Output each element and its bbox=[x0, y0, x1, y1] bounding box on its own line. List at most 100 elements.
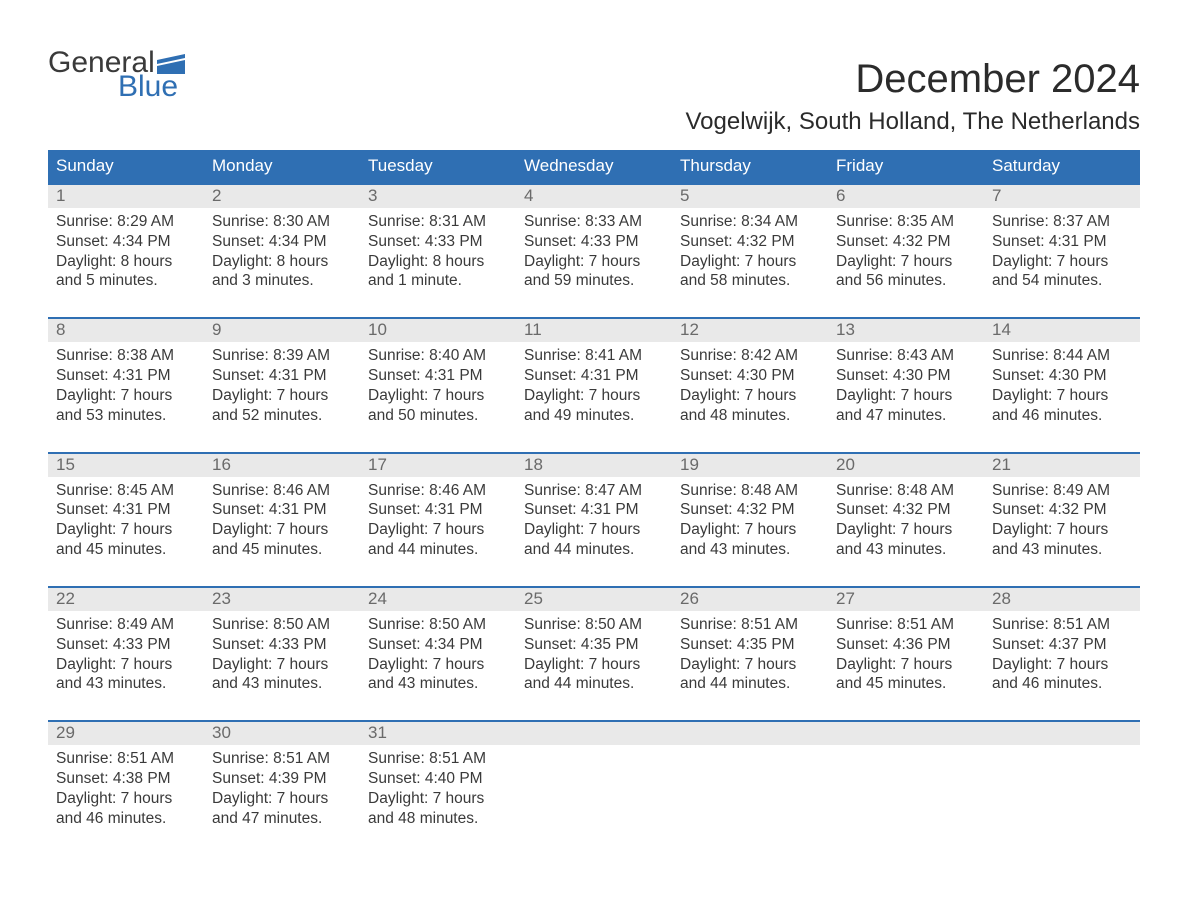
logo-text-blue: Blue bbox=[118, 72, 178, 102]
day-number: 14 bbox=[984, 319, 1140, 342]
day-number: 15 bbox=[48, 454, 204, 477]
day-cell: Sunrise: 8:48 AMSunset: 4:32 PMDaylight:… bbox=[828, 477, 984, 564]
day-cell: Sunrise: 8:38 AMSunset: 4:31 PMDaylight:… bbox=[48, 342, 204, 429]
sunrise-line: Sunrise: 8:50 AM bbox=[368, 615, 508, 635]
day-cell bbox=[828, 745, 984, 832]
day-cell: Sunrise: 8:35 AMSunset: 4:32 PMDaylight:… bbox=[828, 208, 984, 295]
day-header: Sunday bbox=[48, 150, 204, 183]
sunrise-line: Sunrise: 8:49 AM bbox=[992, 481, 1132, 501]
day-number: 27 bbox=[828, 588, 984, 611]
day-number: 3 bbox=[360, 185, 516, 208]
day-header: Tuesday bbox=[360, 150, 516, 183]
sunrise-line: Sunrise: 8:51 AM bbox=[836, 615, 976, 635]
day-cell: Sunrise: 8:51 AMSunset: 4:40 PMDaylight:… bbox=[360, 745, 516, 832]
sunset-line: Sunset: 4:32 PM bbox=[992, 500, 1132, 520]
sunrise-line: Sunrise: 8:39 AM bbox=[212, 346, 352, 366]
day-number: 4 bbox=[516, 185, 672, 208]
day-number bbox=[984, 722, 1140, 745]
day-cell: Sunrise: 8:50 AMSunset: 4:35 PMDaylight:… bbox=[516, 611, 672, 698]
sunrise-line: Sunrise: 8:38 AM bbox=[56, 346, 196, 366]
daylight-line: Daylight: 7 hours and 43 minutes. bbox=[992, 520, 1132, 560]
sunrise-line: Sunrise: 8:30 AM bbox=[212, 212, 352, 232]
sunrise-line: Sunrise: 8:46 AM bbox=[368, 481, 508, 501]
sunset-line: Sunset: 4:32 PM bbox=[836, 500, 976, 520]
day-cell: Sunrise: 8:45 AMSunset: 4:31 PMDaylight:… bbox=[48, 477, 204, 564]
day-cell: Sunrise: 8:43 AMSunset: 4:30 PMDaylight:… bbox=[828, 342, 984, 429]
sunset-line: Sunset: 4:32 PM bbox=[680, 500, 820, 520]
day-number: 25 bbox=[516, 588, 672, 611]
day-number: 7 bbox=[984, 185, 1140, 208]
day-number: 31 bbox=[360, 722, 516, 745]
daylight-line: Daylight: 7 hours and 48 minutes. bbox=[368, 789, 508, 829]
sunset-line: Sunset: 4:33 PM bbox=[368, 232, 508, 252]
day-number bbox=[516, 722, 672, 745]
daylight-line: Daylight: 7 hours and 43 minutes. bbox=[680, 520, 820, 560]
daylight-line: Daylight: 7 hours and 56 minutes. bbox=[836, 252, 976, 292]
day-number: 1 bbox=[48, 185, 204, 208]
day-number: 16 bbox=[204, 454, 360, 477]
sunrise-line: Sunrise: 8:51 AM bbox=[212, 749, 352, 769]
sunset-line: Sunset: 4:31 PM bbox=[56, 500, 196, 520]
day-number: 28 bbox=[984, 588, 1140, 611]
sunrise-line: Sunrise: 8:46 AM bbox=[212, 481, 352, 501]
day-cell: Sunrise: 8:33 AMSunset: 4:33 PMDaylight:… bbox=[516, 208, 672, 295]
daylight-line: Daylight: 7 hours and 58 minutes. bbox=[680, 252, 820, 292]
daylight-line: Daylight: 8 hours and 3 minutes. bbox=[212, 252, 352, 292]
daylight-line: Daylight: 7 hours and 47 minutes. bbox=[836, 386, 976, 426]
day-number: 21 bbox=[984, 454, 1140, 477]
day-header: Thursday bbox=[672, 150, 828, 183]
sunset-line: Sunset: 4:34 PM bbox=[212, 232, 352, 252]
daynum-row: 15161718192021 bbox=[48, 454, 1140, 477]
day-cell: Sunrise: 8:51 AMSunset: 4:36 PMDaylight:… bbox=[828, 611, 984, 698]
sunset-line: Sunset: 4:31 PM bbox=[524, 366, 664, 386]
logo: General Blue bbox=[48, 48, 185, 102]
day-cell: Sunrise: 8:46 AMSunset: 4:31 PMDaylight:… bbox=[360, 477, 516, 564]
sunrise-line: Sunrise: 8:45 AM bbox=[56, 481, 196, 501]
daylight-line: Daylight: 7 hours and 46 minutes. bbox=[56, 789, 196, 829]
daylight-line: Daylight: 7 hours and 52 minutes. bbox=[212, 386, 352, 426]
day-header: Wednesday bbox=[516, 150, 672, 183]
daylight-line: Daylight: 7 hours and 46 minutes. bbox=[992, 386, 1132, 426]
daylight-line: Daylight: 7 hours and 49 minutes. bbox=[524, 386, 664, 426]
daylight-line: Daylight: 7 hours and 43 minutes. bbox=[836, 520, 976, 560]
week-row: 293031Sunrise: 8:51 AMSunset: 4:38 PMDay… bbox=[48, 720, 1140, 832]
day-header: Friday bbox=[828, 150, 984, 183]
day-cell bbox=[672, 745, 828, 832]
daylight-line: Daylight: 7 hours and 43 minutes. bbox=[212, 655, 352, 695]
sunset-line: Sunset: 4:31 PM bbox=[992, 232, 1132, 252]
daynum-row: 22232425262728 bbox=[48, 588, 1140, 611]
day-number bbox=[828, 722, 984, 745]
header: General Blue December 2024 bbox=[48, 48, 1140, 102]
sunset-line: Sunset: 4:38 PM bbox=[56, 769, 196, 789]
day-cell: Sunrise: 8:50 AMSunset: 4:33 PMDaylight:… bbox=[204, 611, 360, 698]
daynum-row: 1234567 bbox=[48, 185, 1140, 208]
calendar: Sunday Monday Tuesday Wednesday Thursday… bbox=[48, 150, 1140, 833]
day-number: 9 bbox=[204, 319, 360, 342]
sunset-line: Sunset: 4:37 PM bbox=[992, 635, 1132, 655]
day-cell: Sunrise: 8:31 AMSunset: 4:33 PMDaylight:… bbox=[360, 208, 516, 295]
daynum-row: 891011121314 bbox=[48, 319, 1140, 342]
sunset-line: Sunset: 4:33 PM bbox=[56, 635, 196, 655]
page-title: December 2024 bbox=[855, 57, 1140, 102]
sunset-line: Sunset: 4:33 PM bbox=[524, 232, 664, 252]
day-number: 8 bbox=[48, 319, 204, 342]
day-number: 24 bbox=[360, 588, 516, 611]
daylight-line: Daylight: 7 hours and 44 minutes. bbox=[680, 655, 820, 695]
day-cell: Sunrise: 8:47 AMSunset: 4:31 PMDaylight:… bbox=[516, 477, 672, 564]
day-header: Saturday bbox=[984, 150, 1140, 183]
day-cell: Sunrise: 8:49 AMSunset: 4:33 PMDaylight:… bbox=[48, 611, 204, 698]
day-number: 17 bbox=[360, 454, 516, 477]
sunrise-line: Sunrise: 8:34 AM bbox=[680, 212, 820, 232]
sunset-line: Sunset: 4:30 PM bbox=[680, 366, 820, 386]
day-cell: Sunrise: 8:51 AMSunset: 4:35 PMDaylight:… bbox=[672, 611, 828, 698]
sunset-line: Sunset: 4:30 PM bbox=[836, 366, 976, 386]
day-number: 18 bbox=[516, 454, 672, 477]
day-cell: Sunrise: 8:34 AMSunset: 4:32 PMDaylight:… bbox=[672, 208, 828, 295]
day-number: 19 bbox=[672, 454, 828, 477]
sunset-line: Sunset: 4:31 PM bbox=[212, 500, 352, 520]
day-cell bbox=[516, 745, 672, 832]
day-cell: Sunrise: 8:42 AMSunset: 4:30 PMDaylight:… bbox=[672, 342, 828, 429]
sunrise-line: Sunrise: 8:37 AM bbox=[992, 212, 1132, 232]
sunrise-line: Sunrise: 8:50 AM bbox=[524, 615, 664, 635]
sunrise-line: Sunrise: 8:42 AM bbox=[680, 346, 820, 366]
